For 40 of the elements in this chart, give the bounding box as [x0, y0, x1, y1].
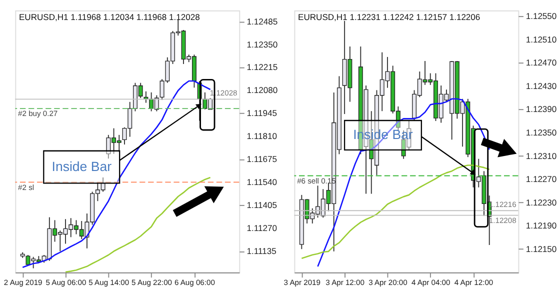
annotation: Inside Bar	[52, 158, 112, 174]
x-tick-label: 3 Apr 12:00	[326, 278, 364, 288]
y-tick-label: 1.11945	[246, 108, 278, 118]
y-tick-label: 1.12080	[246, 85, 278, 96]
x-tick-label: 3 Apr 2019	[284, 278, 320, 288]
y-tick-label: 1.12430	[526, 80, 557, 91]
y-tick-label: 1.12270	[526, 174, 557, 184]
line-series	[64, 176, 211, 273]
x-tick-label: 5 Aug 14:00	[88, 278, 130, 288]
chart-title: EURUSD,H1 1.11968 1.12034 1.11968 1.12028	[18, 12, 200, 22]
y-tick-label: 1.11270	[246, 222, 278, 233]
ref-line-label: 1.12208	[488, 216, 516, 225]
chart-title: EURUSD,H1 1.12231 1.12242 1.12157 1.12206	[298, 12, 480, 22]
ref-line-label: #2 sl	[18, 182, 34, 192]
y-tick-label: 1.11405	[246, 200, 278, 210]
y-tick-label: 1.11540	[246, 177, 278, 188]
y-tick-label: 1.12550	[526, 11, 557, 22]
y-tick-label: 1.12150	[526, 244, 557, 254]
y-tick-label: 1.11675	[246, 154, 278, 164]
line-series	[317, 98, 490, 268]
y-tick-label: 1.11135	[246, 246, 277, 256]
y-tick-label: 1.12510	[526, 34, 557, 44]
y-tick-label: 1.12310	[526, 150, 557, 161]
y-tick-label: 1.12390	[526, 104, 557, 114]
x-tick-label: 4 Apr 12:00	[454, 278, 494, 288]
y-tick-label: 1.12190	[526, 220, 557, 231]
x-tick-label: 5 Aug 06:00	[46, 278, 86, 288]
x-tick-label: 6 Aug 06:00	[174, 278, 215, 288]
x-tick-label: 2 Aug 2019	[4, 278, 42, 288]
y-tick-label: 1.12485	[246, 16, 278, 26]
x-tick-label: 4 Apr 04:00	[411, 278, 450, 288]
y-tick-label: 1.12470	[526, 58, 557, 68]
y-tick-label: 1.11810	[246, 131, 278, 142]
y-tick-label: 1.12215	[246, 62, 278, 72]
y-tick-label: 1.12350	[246, 39, 278, 50]
y-tick-label: 1.12230	[526, 197, 557, 208]
x-tick-label: 5 Aug 22:00	[132, 278, 172, 288]
x-tick-label: 3 Apr 20:00	[368, 278, 408, 288]
ref-line-label: #2 buy 0.27	[18, 109, 58, 118]
y-tick-label: 1.12350	[526, 127, 557, 138]
